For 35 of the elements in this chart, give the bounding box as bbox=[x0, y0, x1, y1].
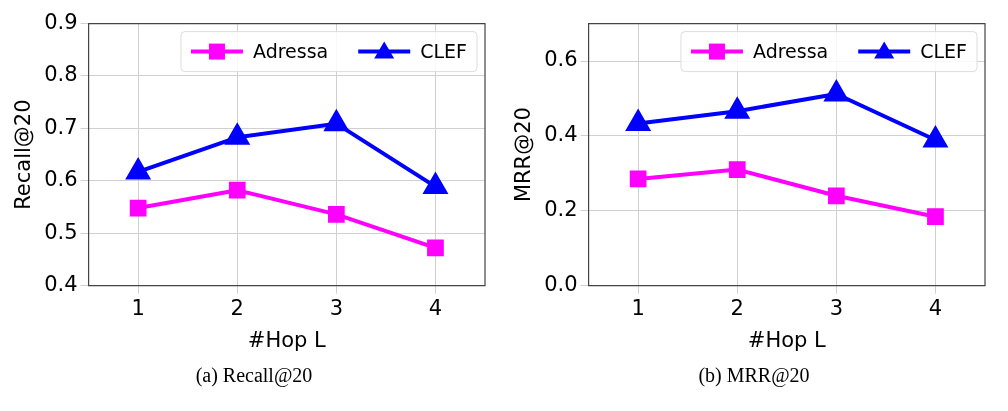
y-tick-label: 0.7 bbox=[44, 114, 78, 139]
x-tick-label: 4 bbox=[428, 295, 443, 320]
y-tick-label: 0.4 bbox=[44, 272, 78, 297]
x-tick-label: 3 bbox=[829, 295, 844, 320]
text: (a) Recall@20 bbox=[195, 364, 313, 387]
legend-label: Adressa bbox=[752, 39, 829, 62]
x-axis-title: #Hop L bbox=[747, 327, 827, 352]
x-tick-label: 4 bbox=[928, 295, 943, 320]
y-tick-label: 0.5 bbox=[44, 219, 78, 244]
y-tick-label: 0.2 bbox=[544, 197, 578, 222]
y-tick-label: 0.9 bbox=[44, 10, 78, 35]
y-axis-title: MRR@20 bbox=[511, 107, 536, 203]
legend-label: CLEF bbox=[920, 39, 968, 62]
point bbox=[129, 199, 147, 217]
point bbox=[225, 124, 249, 145]
point bbox=[327, 205, 345, 223]
x-tick-label: 2 bbox=[730, 295, 744, 320]
point bbox=[126, 158, 150, 180]
x-tick-label: 2 bbox=[230, 295, 244, 320]
y-tick-label: 0.0 bbox=[544, 272, 578, 297]
x-tick-label: 3 bbox=[329, 295, 344, 320]
y-axis-title: Recall@20 bbox=[11, 99, 36, 210]
point bbox=[427, 239, 444, 257]
point bbox=[323, 108, 349, 132]
legend-label: Adressa bbox=[252, 39, 329, 62]
point bbox=[228, 181, 246, 199]
y-tick-label: 0.6 bbox=[544, 47, 578, 72]
y-tick-label: 0.8 bbox=[44, 62, 78, 87]
y-tick-label: 0.6 bbox=[44, 167, 78, 192]
x-axis-title: #Hop L bbox=[247, 327, 327, 352]
x-tick-label: 1 bbox=[631, 295, 645, 320]
y-tick-label: 0.4 bbox=[544, 122, 578, 147]
x-tick-label: 1 bbox=[131, 295, 145, 320]
legend-label: CLEF bbox=[420, 39, 468, 62]
text: (b) MRR@20 bbox=[698, 364, 810, 387]
